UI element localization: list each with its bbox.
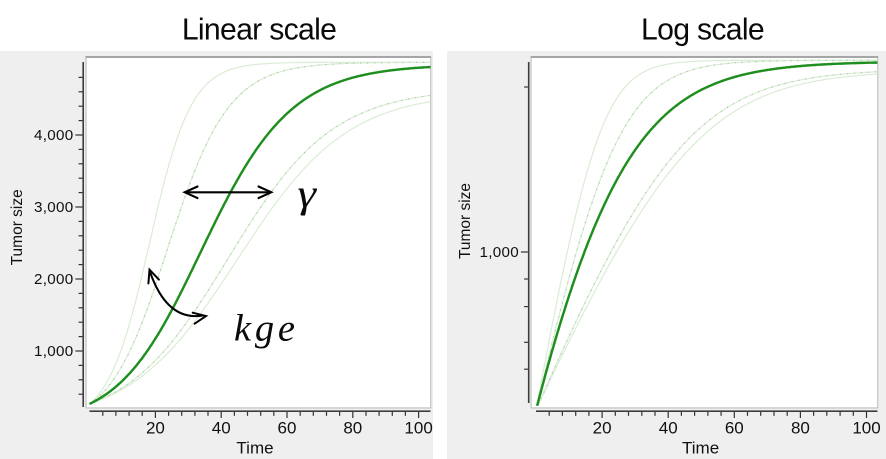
svg-text:Tumor size: Tumor size <box>9 189 26 265</box>
svg-text:Linear scale: Linear scale <box>182 14 336 47</box>
svg-text:100: 100 <box>852 419 880 438</box>
svg-text:1,000: 1,000 <box>34 343 74 360</box>
svg-text:4,000: 4,000 <box>34 127 74 144</box>
svg-text:40: 40 <box>212 419 231 438</box>
svg-text:Time: Time <box>236 439 273 458</box>
svg-text:1,000: 1,000 <box>479 244 519 261</box>
svg-text:60: 60 <box>725 419 744 438</box>
svg-text:2,000: 2,000 <box>34 271 74 288</box>
svg-text:40: 40 <box>659 419 678 438</box>
svg-text:20: 20 <box>593 419 612 438</box>
svg-text:20: 20 <box>146 419 165 438</box>
svg-text:kge: kge <box>234 308 295 350</box>
svg-text:80: 80 <box>791 419 810 438</box>
svg-text:Log scale: Log scale <box>641 14 764 47</box>
svg-text:Time: Time <box>682 439 719 458</box>
svg-text:3,000: 3,000 <box>34 199 74 216</box>
svg-text:80: 80 <box>343 419 362 438</box>
svg-text:60: 60 <box>278 419 297 438</box>
svg-text:γ: γ <box>298 171 318 216</box>
svg-text:100: 100 <box>404 419 432 438</box>
svg-text:Tumor size: Tumor size <box>457 183 474 259</box>
